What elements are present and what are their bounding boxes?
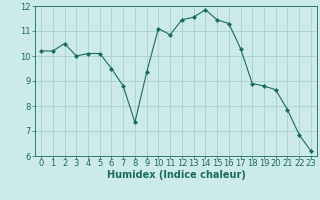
X-axis label: Humidex (Indice chaleur): Humidex (Indice chaleur) <box>107 170 245 180</box>
